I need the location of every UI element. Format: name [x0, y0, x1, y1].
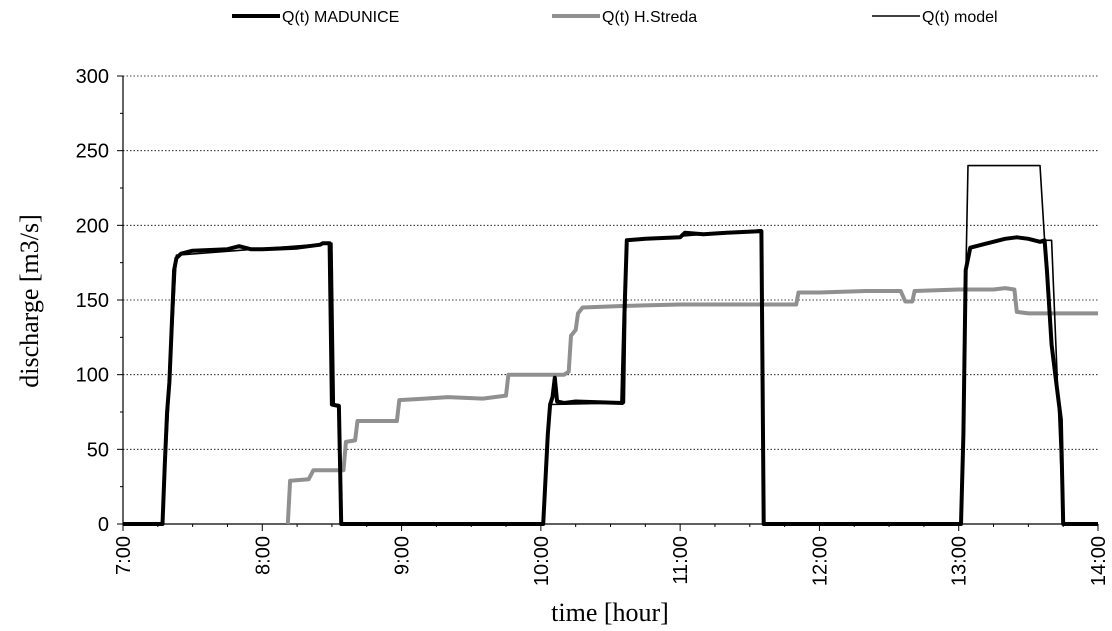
y-tick-label: 100 — [76, 365, 109, 387]
x-axis-label: time [hour] — [551, 598, 669, 627]
y-tick-label: 0 — [98, 514, 109, 536]
grid-lines — [123, 75, 1098, 450]
legend-label: Q(t) H.Streda — [602, 9, 697, 26]
x-tick-label: 7:00 — [113, 536, 135, 575]
axes — [117, 75, 1099, 531]
x-tick-label: 9:00 — [392, 536, 414, 575]
series-line-2 — [123, 164, 1098, 525]
series-lines — [123, 164, 1098, 526]
x-tick-label: 10:00 — [531, 536, 553, 586]
series-line-0 — [123, 229, 1098, 526]
legend: Q(t) MADUNICE Q(t) H.Streda Q(t) model — [232, 9, 998, 26]
x-tick-label: 12:00 — [809, 536, 831, 586]
y-tick-label: 250 — [76, 141, 109, 163]
tick-labels: 0 50 100 150 200 250 300 7:00 8:00 9:00 10:00 11:00… — [76, 66, 1110, 586]
y-tick-label: 150 — [76, 290, 109, 312]
x-tick-label: 13:00 — [949, 536, 971, 586]
x-tick-label: 11:00 — [670, 536, 692, 585]
y-tick-label: 200 — [76, 215, 109, 237]
y-tick-label: 300 — [76, 66, 109, 88]
y-tick-label: 50 — [87, 439, 109, 461]
y-axis-label: discharge [m3/s] — [15, 214, 44, 388]
x-tick-label: 14:00 — [1088, 536, 1110, 586]
legend-label: Q(t) MADUNICE — [282, 9, 399, 26]
series-line-1 — [285, 286, 1098, 525]
x-tick-label: 8:00 — [252, 536, 274, 575]
legend-label: Q(t) model — [922, 9, 998, 26]
